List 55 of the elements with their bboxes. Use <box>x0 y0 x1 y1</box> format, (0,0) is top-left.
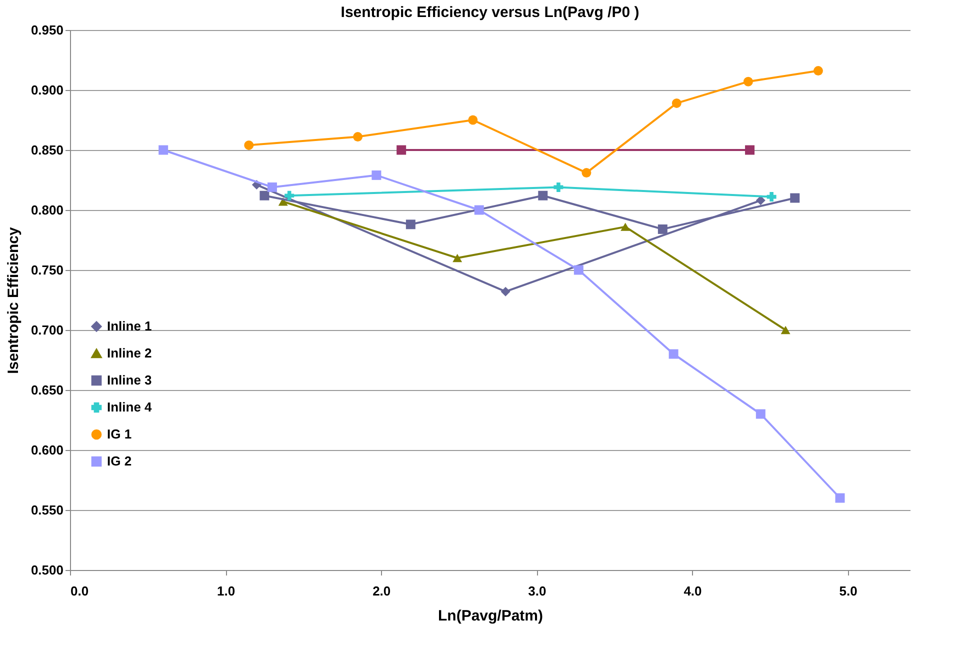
point <box>620 222 630 231</box>
point <box>158 145 168 155</box>
legend-label: Inline 3 <box>107 372 152 388</box>
y-tick-label: 0.600 <box>30 442 64 458</box>
x-tick-label: 0.0 <box>70 584 89 598</box>
point <box>260 190 270 200</box>
x-tick-label: 2.0 <box>372 584 391 598</box>
x-tick-label: 4.0 <box>684 584 702 598</box>
y-tick-label: 0.850 <box>30 142 64 158</box>
point <box>284 190 294 200</box>
legend-label: IG 2 <box>107 454 132 468</box>
y-tick-label: 0.550 <box>30 502 64 518</box>
y-tick-label: 0.500 <box>30 562 64 578</box>
point <box>743 76 753 86</box>
legend-label: Inline 1 <box>107 318 152 334</box>
x-axis-title: Ln(Pavg/Patm) <box>438 608 544 624</box>
point <box>756 409 766 419</box>
point <box>835 493 845 503</box>
point <box>766 192 776 202</box>
x-tick-label: 1.0 <box>217 584 236 598</box>
x-tick-label: 3.0 <box>528 584 546 598</box>
point <box>790 193 800 203</box>
point <box>244 140 254 150</box>
point <box>658 224 668 234</box>
y-tick-label: 0.700 <box>30 322 64 338</box>
point <box>474 205 484 215</box>
legend-label: Inline 2 <box>107 346 152 360</box>
point <box>672 98 682 108</box>
point <box>668 349 678 359</box>
point <box>745 145 755 155</box>
point <box>574 265 584 275</box>
point <box>813 66 823 76</box>
point <box>582 168 592 178</box>
legend-label: IG 1 <box>107 426 132 442</box>
y-axis-title: Isentropic Efficiency <box>4 226 22 374</box>
chart-title: Isentropic Efficiency versus Ln(Pavg /P0 ) <box>340 4 640 21</box>
point <box>396 145 406 155</box>
y-tick-label: 0.950 <box>30 22 64 38</box>
point <box>468 115 478 125</box>
point <box>452 254 462 262</box>
point <box>756 196 766 206</box>
y-tick-label: 0.800 <box>30 202 64 218</box>
point <box>554 182 564 192</box>
point <box>353 132 363 142</box>
legend-label: Inline 4 <box>107 400 153 414</box>
y-tick-label: 0.650 <box>30 382 64 398</box>
point <box>780 326 790 334</box>
point <box>406 220 416 230</box>
point <box>500 286 510 296</box>
point <box>267 182 277 192</box>
point <box>538 190 548 200</box>
y-tick-label: 0.900 <box>30 82 64 98</box>
y-tick-label: 0.750 <box>30 262 64 278</box>
x-tick-label: 5.0 <box>839 584 858 598</box>
point <box>372 170 382 180</box>
